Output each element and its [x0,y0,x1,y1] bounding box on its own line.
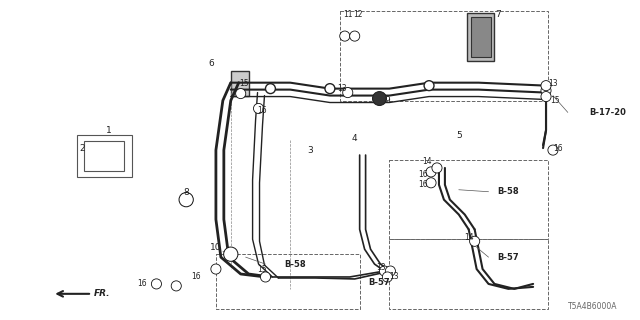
Circle shape [470,236,480,246]
Bar [389,239,548,309]
Circle shape [255,106,262,111]
Bar [467,13,495,61]
Circle shape [381,268,387,274]
Circle shape [385,274,390,280]
Circle shape [349,31,360,41]
Circle shape [266,84,275,93]
Circle shape [432,163,442,173]
Text: 7: 7 [495,10,501,19]
Circle shape [382,272,392,282]
Circle shape [541,92,551,102]
Circle shape [541,85,551,96]
Bar [84,141,124,171]
Text: 10: 10 [210,243,221,252]
Circle shape [227,250,235,258]
Circle shape [548,145,558,155]
Circle shape [154,281,159,287]
Text: B-57: B-57 [497,253,519,262]
Circle shape [223,247,238,261]
Circle shape [179,193,193,207]
Text: 16: 16 [258,106,268,115]
Text: B-17-20: B-17-20 [589,108,626,117]
Circle shape [428,169,434,175]
Bar [470,17,490,57]
Circle shape [173,283,179,289]
Text: 3: 3 [307,146,313,155]
Circle shape [541,81,551,91]
Circle shape [253,103,264,114]
Text: 1: 1 [106,126,112,135]
Text: B-58: B-58 [284,260,306,268]
Circle shape [372,92,387,106]
Circle shape [426,167,436,177]
Text: 16: 16 [553,144,563,153]
Text: 15: 15 [239,79,248,88]
Text: 16: 16 [419,170,428,180]
Text: 15: 15 [550,96,560,105]
Circle shape [424,81,434,91]
Circle shape [543,93,549,100]
Circle shape [345,90,351,96]
Circle shape [550,147,556,153]
Text: 15: 15 [258,265,268,274]
Circle shape [352,33,358,39]
Circle shape [543,83,549,89]
Circle shape [472,238,477,244]
Circle shape [380,266,390,276]
Text: 16: 16 [419,180,428,189]
Text: B-57: B-57 [369,278,390,287]
Bar [340,11,548,100]
Circle shape [236,89,246,99]
Circle shape [426,178,436,188]
Text: 13: 13 [377,263,387,272]
Circle shape [152,279,161,289]
Circle shape [342,88,353,98]
Circle shape [387,268,394,274]
Text: 2: 2 [79,144,85,153]
Circle shape [211,264,221,274]
Bar [389,160,548,239]
Text: 9: 9 [385,96,390,105]
Text: 13: 13 [337,84,347,93]
Bar [77,135,132,177]
Text: 14: 14 [464,233,474,242]
Bar [231,71,248,96]
Text: 12: 12 [353,10,362,19]
Circle shape [237,91,244,97]
Text: 16: 16 [137,279,147,288]
Circle shape [182,196,190,204]
Text: 5: 5 [456,131,461,140]
Circle shape [428,180,434,186]
Text: B-58: B-58 [497,187,519,196]
Text: 4: 4 [352,134,358,143]
Circle shape [385,266,396,276]
Text: 16: 16 [191,272,201,282]
Circle shape [172,281,181,291]
Text: 13: 13 [548,79,558,88]
Circle shape [262,274,268,280]
Circle shape [543,88,549,93]
Circle shape [260,272,271,282]
Circle shape [325,84,335,93]
Bar [216,254,360,309]
Circle shape [213,266,219,272]
Text: 8: 8 [183,188,189,197]
Text: FR.: FR. [94,289,111,298]
Text: 13: 13 [390,272,399,282]
Circle shape [340,31,350,41]
Circle shape [342,33,348,39]
Circle shape [434,165,440,171]
Text: T5A4B6000A: T5A4B6000A [568,302,618,311]
Text: 14: 14 [422,157,432,166]
Text: 11: 11 [343,10,353,19]
Text: 6: 6 [208,59,214,68]
